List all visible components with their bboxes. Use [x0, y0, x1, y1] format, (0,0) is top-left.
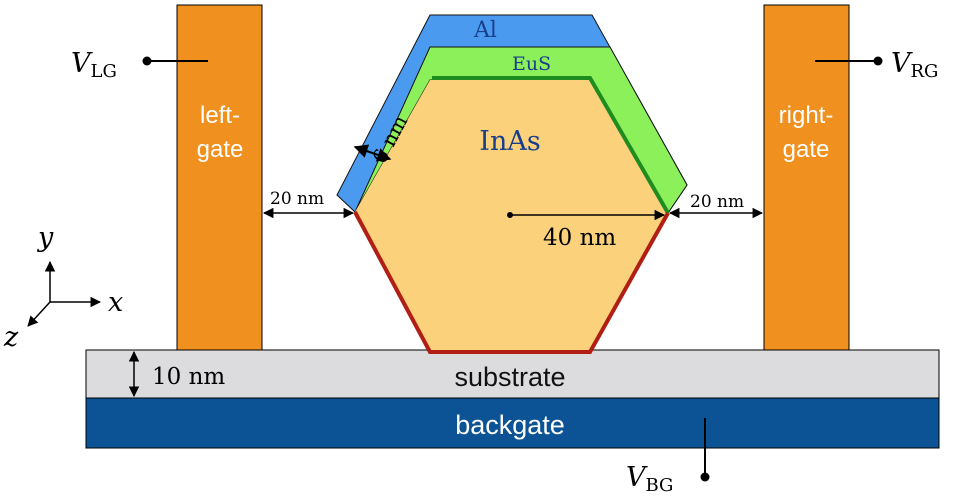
backgate-layer — [85, 397, 940, 449]
x-axis-label: x — [108, 287, 123, 318]
left-gate-terminal — [142, 56, 152, 66]
eus-label: EuS — [512, 53, 551, 75]
left-gate-label-line2: gate — [197, 136, 244, 163]
backgate-terminal — [700, 472, 710, 482]
y-axis-label: y — [37, 222, 54, 253]
z-axis-label: z — [3, 322, 19, 353]
substrate-label: substrate — [454, 362, 565, 392]
left-gate-voltage: VLG — [71, 48, 117, 82]
left-gap-label: 20 nm — [270, 189, 324, 209]
right-gap-label: 20 nm — [690, 192, 744, 212]
left-gate — [176, 4, 263, 351]
backgate-voltage: VBG — [626, 462, 673, 496]
shell-thickness-arrow — [353, 144, 392, 162]
inas-label: InAs — [479, 126, 540, 157]
right-gate-label-line2: gate — [783, 136, 830, 163]
right-gate-label-line1: right- — [779, 102, 834, 129]
right-gate — [763, 4, 850, 351]
z-axis-arrow — [27, 301, 51, 327]
substrate-thickness-label: 10 nm — [152, 364, 225, 390]
eus-inner-edge — [432, 76, 670, 215]
left-gate-label-line1: left- — [200, 102, 240, 129]
backgate-label: backgate — [455, 410, 565, 440]
al-label: Al — [473, 18, 497, 43]
right-gate-voltage: VRG — [891, 48, 938, 82]
radius-label: 40 nm — [543, 225, 616, 251]
right-gate-terminal — [873, 56, 883, 66]
core-bottom-edge — [353, 211, 670, 354]
substrate-layer — [85, 349, 940, 399]
